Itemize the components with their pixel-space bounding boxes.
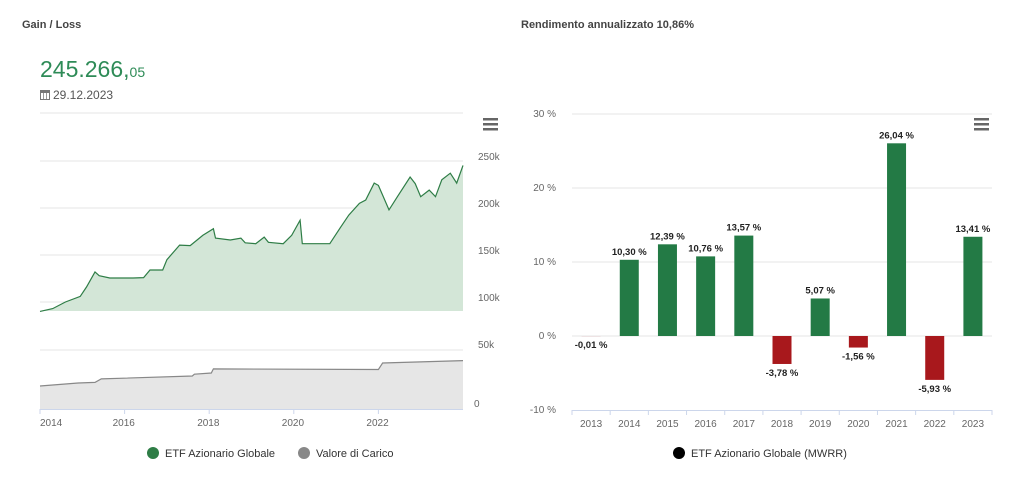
right-chart-menu-button: [974, 118, 989, 121]
y-tick-label: 250k: [478, 152, 501, 163]
y-tick-label: 20 %: [533, 183, 556, 194]
right-chart-menu-button[interactable]: [974, 128, 989, 131]
bar-2019: [810, 298, 830, 336]
x-tick-label: 2020: [282, 418, 305, 429]
y-tick-label: 10 %: [533, 257, 556, 268]
right-chart-menu-button: [974, 123, 989, 126]
y-tick-label: 0 %: [539, 331, 556, 342]
y-tick-label: 100k: [478, 293, 501, 304]
bar-2021: [887, 143, 907, 336]
legend-marker-mwrr: [673, 447, 685, 459]
x-tick-label: 2020: [847, 419, 870, 430]
y-tick-label: 50k: [478, 340, 495, 351]
annualized-return-title: Rendimento annualizzato 10,86%: [521, 19, 694, 31]
data-label-2016: 10,76 %: [688, 243, 723, 254]
bar-2016: [696, 256, 716, 336]
y-tick-label: 30 %: [533, 109, 556, 120]
x-tick-label: 2022: [924, 419, 947, 430]
x-tick-label: 2018: [771, 419, 794, 430]
bar-2020: [848, 336, 868, 348]
left-chart-menu-button: [483, 118, 498, 121]
x-tick-label: 2016: [113, 418, 136, 429]
x-tick-label: 2015: [656, 419, 679, 430]
x-tick-label: 2014: [40, 418, 63, 429]
data-label-2013: -0,01 %: [575, 340, 608, 351]
x-tick-label: 2022: [366, 418, 389, 429]
x-tick-label: 2019: [809, 419, 832, 430]
data-label-2015: 12,39 %: [650, 231, 685, 242]
x-tick-label: 2021: [885, 419, 908, 430]
data-label-2014: 10,30 %: [612, 247, 647, 258]
x-tick-label: 2018: [197, 418, 220, 429]
bar-2017: [734, 235, 754, 336]
data-label-2023: 13,41 %: [955, 224, 990, 235]
data-label-2022: -5,93 %: [918, 384, 951, 395]
book-value-area: [40, 360, 463, 409]
data-label-2021: 26,04 %: [879, 130, 914, 141]
gain-loss-title: Gain / Loss: [22, 19, 82, 31]
y-tick-label: 200k: [478, 199, 501, 210]
left-chart-menu-button[interactable]: [483, 128, 498, 131]
legend-label-mwrr: ETF Azionario Globale (MWRR): [691, 448, 847, 460]
bar-2015: [657, 244, 677, 336]
bar-2014: [619, 259, 639, 336]
bar-2022: [925, 336, 945, 380]
calendar-icon: [40, 90, 50, 100]
value-decimals: 05: [129, 64, 146, 80]
gain-loss-value: 245.266,05: [40, 56, 145, 83]
bar-2023: [963, 236, 983, 336]
data-label-2017: 13,57 %: [726, 223, 761, 234]
legend-marker-book-value: [298, 447, 310, 459]
x-tick-label: 2023: [962, 419, 985, 430]
x-tick-label: 2016: [695, 419, 718, 430]
legend-label-etf: ETF Azionario Globale: [165, 448, 275, 460]
legend-label-book-value: Valore di Carico: [316, 448, 393, 460]
y-tick-label: -10 %: [530, 405, 556, 416]
x-tick-label: 2013: [580, 419, 603, 430]
data-label-2020: -1,56 %: [842, 352, 875, 363]
y-tick-label: 150k: [478, 246, 501, 257]
etf-value-area: [40, 165, 463, 312]
x-tick-label: 2017: [733, 419, 756, 430]
data-label-2018: -3,78 %: [766, 368, 799, 379]
legend-marker-etf: [147, 447, 159, 459]
left-chart-menu-button: [483, 123, 498, 126]
value-integer: 245.266,: [40, 56, 130, 82]
book-value-line: [39, 360, 464, 387]
value-date: 29.12.2023: [40, 88, 113, 102]
y-tick-label: 0: [474, 399, 480, 410]
date-text: 29.12.2023: [53, 88, 114, 102]
etf-value-line: [39, 165, 464, 312]
bar-2018: [772, 336, 792, 364]
data-label-2019: 5,07 %: [805, 285, 835, 296]
x-tick-label: 2014: [618, 419, 641, 430]
